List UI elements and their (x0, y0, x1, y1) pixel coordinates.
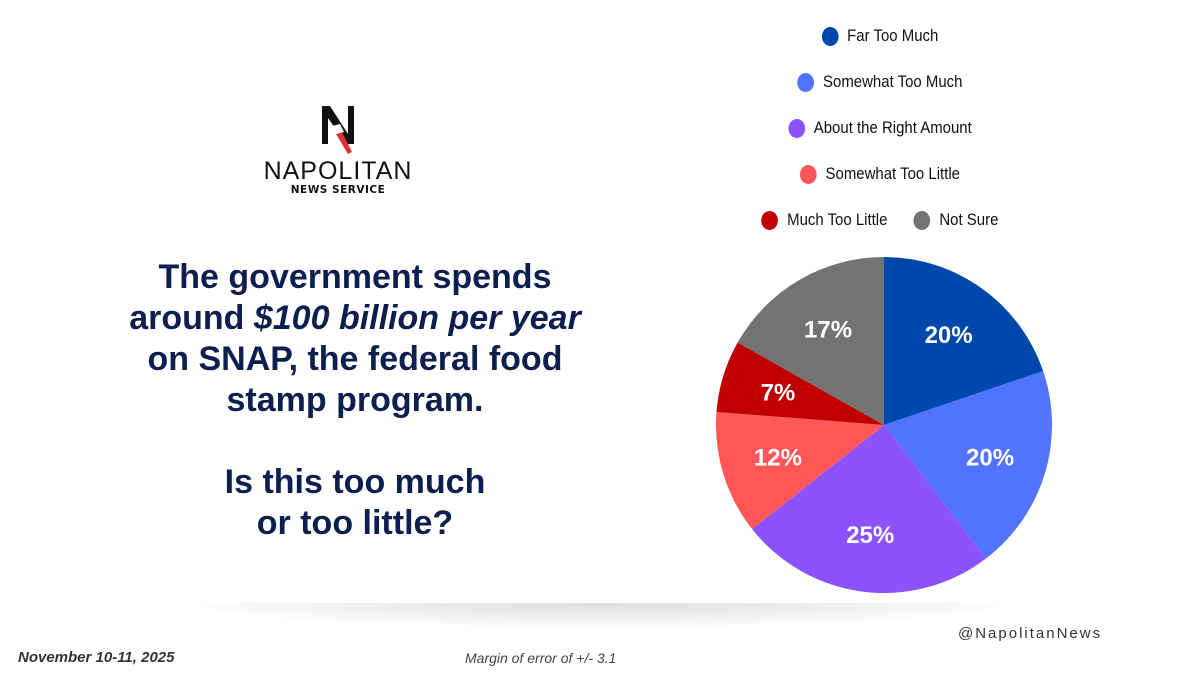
legend-item-somewhat-too-much: Somewhat Too Much (797, 72, 963, 92)
pie-data-label: 7% (761, 380, 796, 407)
napolitan-n-logo-icon (322, 106, 354, 154)
legend-item-much-too-little: Much Too Little (761, 210, 888, 230)
legend-swatch (761, 210, 779, 230)
question-line: or too little? (256, 504, 454, 542)
pie-slice-much-too-little (716, 342, 884, 425)
pie-slice-somewhat-too-little (716, 411, 884, 530)
legend-label: Much Too Little (787, 210, 888, 229)
question-line: Is this too much (224, 463, 486, 501)
pie-data-label: 25% (846, 522, 894, 549)
brand-name: NAPOLITAN (263, 157, 413, 185)
chart-legend: Far Too Much Somewhat Too Much About the… (700, 26, 1060, 246)
margin-of-error: Margin of error of +/- 3.1 (465, 650, 617, 666)
legend-label: Somewhat Too Little (825, 164, 960, 183)
question-line: The government spends (158, 258, 552, 296)
pie-slice-far-too-much (884, 257, 1044, 425)
legend-swatch (788, 118, 805, 138)
legend-label: Somewhat Too Much (823, 72, 963, 91)
question-line: stamp program. (226, 381, 484, 419)
pie-slice-about-the-right-amount (752, 425, 987, 594)
brand-subtitle: NEWS SERVICE (290, 184, 386, 196)
legend-item-somewhat-too-little: Somewhat Too Little (800, 164, 960, 184)
poll-date: November 10-11, 2025 (18, 649, 175, 666)
pie-data-label: 20% (966, 444, 1014, 471)
legend-item-not-sure: Not Sure (913, 210, 999, 230)
divider-shadow (200, 603, 1000, 627)
pie-data-label: 20% (925, 322, 973, 349)
legend-label: Far Too Much (847, 26, 939, 45)
question-line: on SNAP, the federal food (147, 340, 563, 378)
brand-logo: NAPOLITAN NEWS SERVICE (262, 104, 414, 196)
legend-swatch (821, 26, 839, 46)
pie-slice-not-sure (737, 257, 884, 425)
question-line-prefix: around (129, 299, 254, 337)
legend-swatch (800, 164, 817, 184)
legend-label: Not Sure (939, 210, 999, 229)
social-handle: @NapolitanNews (958, 625, 1103, 642)
legend-item-far-too-much: Far Too Much (821, 26, 939, 46)
legend-swatch (797, 72, 815, 92)
pie-data-label: 12% (754, 444, 802, 471)
spending-emphasis: $100 billion per year (253, 299, 581, 337)
question-text: The government spends around $100 billio… (90, 257, 620, 544)
pie-data-label: 17% (804, 316, 852, 343)
legend-swatch (913, 210, 931, 230)
legend-label: About the Right Amount (813, 118, 972, 137)
legend-item-about-right: About the Right Amount (788, 118, 972, 138)
pie-slice-somewhat-too-much (884, 371, 1052, 559)
question-line: around $100 billion per year (90, 298, 620, 339)
